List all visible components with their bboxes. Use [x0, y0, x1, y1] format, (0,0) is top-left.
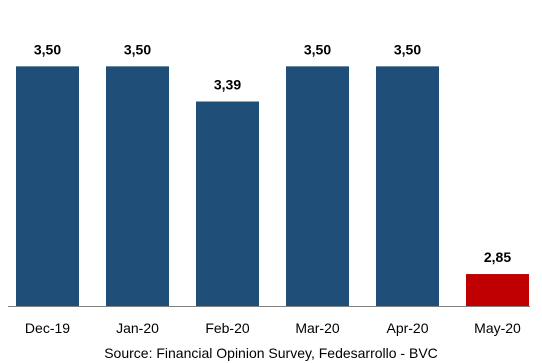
data-label-feb-20: 3,39 — [214, 76, 241, 92]
bar-feb-20 — [196, 101, 259, 306]
x-tick-label-feb-20: Feb-20 — [205, 320, 250, 336]
data-label-apr-20: 3,50 — [394, 41, 421, 57]
source-note: Source: Financial Opinion Survey, Fedesa… — [104, 345, 438, 361]
bar-dec-19 — [16, 66, 79, 307]
data-label-dec-19: 3,50 — [34, 41, 61, 57]
data-label-may-20: 2,85 — [484, 249, 511, 265]
data-label-jan-20: 3,50 — [124, 41, 151, 57]
x-tick-label-mar-20: Mar-20 — [295, 320, 340, 336]
x-tick-label-jan-20: Jan-20 — [116, 320, 159, 336]
bar-mar-20 — [286, 66, 349, 307]
data-label-mar-20: 3,50 — [304, 41, 331, 57]
bars-layer — [16, 66, 529, 307]
x-tick-label-may-20: May-20 — [474, 320, 521, 336]
bar-may-20 — [466, 274, 529, 306]
bar-jan-20 — [106, 66, 169, 307]
x-tick-label-dec-19: Dec-19 — [25, 320, 70, 336]
bar-apr-20 — [376, 66, 439, 307]
data-labels-layer: 3,50 3,50 3,39 3,50 3,50 2,85 — [34, 41, 511, 265]
x-tick-label-apr-20: Apr-20 — [386, 320, 428, 336]
x-tick-labels-layer: Dec-19 Jan-20 Feb-20 Mar-20 Apr-20 May-20 — [25, 320, 521, 336]
